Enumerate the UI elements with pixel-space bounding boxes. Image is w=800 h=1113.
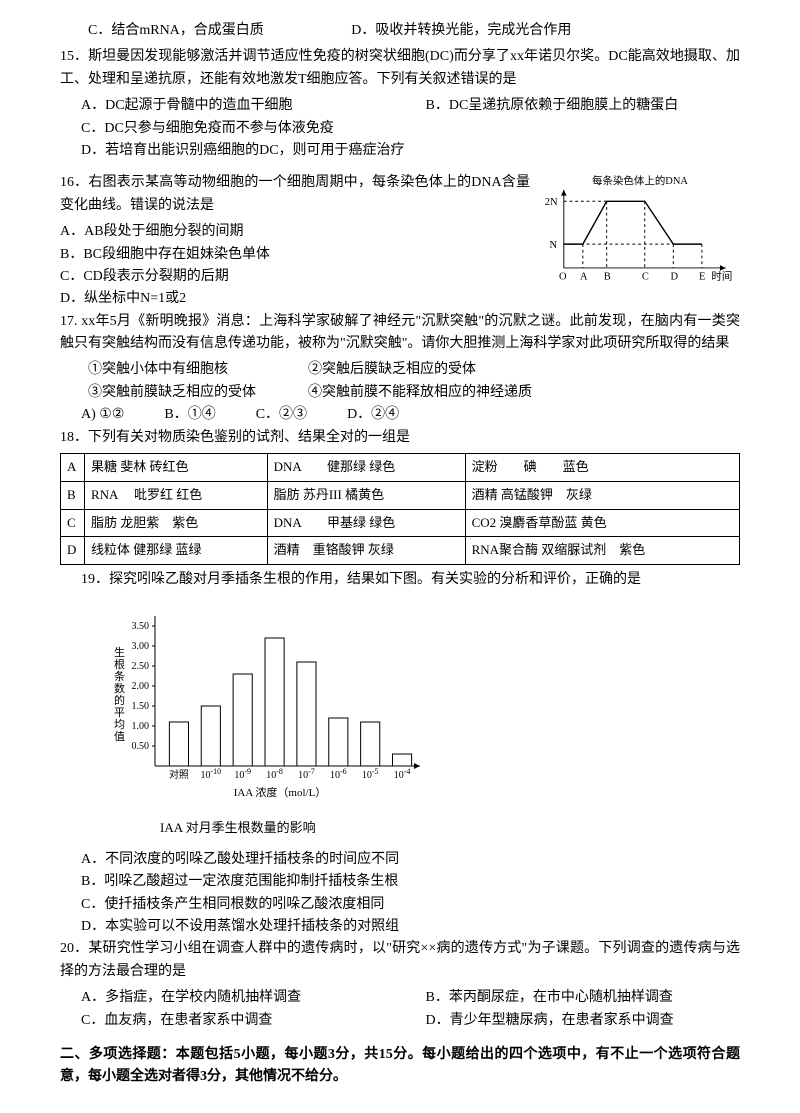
q15-row1: A．DC起源于骨髓中的造血干细胞 B．DC呈递抗原依赖于细胞膜上的糖蛋白 <box>81 95 740 117</box>
q15-a: A．DC起源于骨髓中的造血干细胞 <box>81 95 396 117</box>
svg-text:0.50: 0.50 <box>132 741 150 752</box>
svg-text:时间: 时间 <box>711 270 732 283</box>
svg-text:O: O <box>559 272 567 283</box>
svg-text:E: E <box>699 272 705 283</box>
q20-a: A．多指症，在学校内随机抽样调查 <box>81 987 396 1009</box>
svg-text:对照: 对照 <box>169 768 189 781</box>
q20-stem: 20．某研究性学习小组在调查人群中的遗传病时，以"研究××病的遗传方式"为子课题… <box>60 938 740 983</box>
q15-c: C．DC只参与细胞免疫而不参与体液免疫 <box>81 118 740 140</box>
q16-d: D．纵坐标中N=1或2 <box>60 288 530 310</box>
q20-c: C．血友病，在患者家系中调查 <box>81 1010 396 1032</box>
dna-content-graph: 每条染色体上的DNA 2N N O A B C D E 时间 <box>540 172 740 302</box>
q15-stem: 15．斯坦曼因发现能够激活并调节适应性免疫的树突状细胞(DC)而分享了xx年诺贝… <box>60 46 740 91</box>
q17-b: B．①④ <box>164 404 215 426</box>
q14-options: C．结合mRNA，合成蛋白质 D．吸收并转换光能，完成光合作用 <box>60 20 740 42</box>
svg-text:B: B <box>604 272 611 283</box>
svg-text:2.50: 2.50 <box>132 661 150 672</box>
q16-a: A．AB段处于细胞分裂的间期 <box>60 221 530 243</box>
svg-text:2N: 2N <box>545 197 558 208</box>
svg-text:3.00: 3.00 <box>132 641 150 652</box>
q16-container: 16．右图表示某高等动物细胞的一个细胞周期中，每条染色体上的DNA含量变化曲线。… <box>60 172 740 310</box>
q17-options: A) ①② B．①④ C．②③ D．②④ <box>81 404 740 426</box>
q19-c: C．使扦插枝条产生相同根数的吲哚乙酸浓度相同 <box>81 894 740 916</box>
svg-text:10-9: 10-9 <box>234 767 251 781</box>
svg-text:10-8: 10-8 <box>266 767 283 781</box>
q17-c: C．②③ <box>256 404 307 426</box>
q16-stem: 16．右图表示某高等动物细胞的一个细胞周期中，每条染色体上的DNA含量变化曲线。… <box>60 172 530 217</box>
q15-d: D．若培育出能识别癌细胞的DC，则可用于癌症治疗 <box>81 140 740 162</box>
q14-opt-d: D．吸收并转换光能，完成光合作用 <box>351 23 571 38</box>
q19-b: B．吲哚乙酸超过一定浓度范围能抑制扦插枝条生根 <box>81 871 740 893</box>
reagent-table: A 果糖 斐林 砖红色 DNA 健那绿 绿色 淀粉 碘 蓝色 B RNA 吡罗红… <box>60 453 740 565</box>
svg-text:2.00: 2.00 <box>132 681 150 692</box>
bar-chart-caption: IAA 对月季生根数量的影响 <box>160 818 740 839</box>
q16-c: C．CD段表示分裂期的后期 <box>60 266 530 288</box>
svg-text:1.00: 1.00 <box>132 721 150 732</box>
q20-row1: A．多指症，在学校内随机抽样调查 B．苯丙酮尿症，在市中心随机抽样调查 <box>81 987 740 1009</box>
svg-text:C: C <box>642 272 649 283</box>
svg-text:10-5: 10-5 <box>362 767 379 781</box>
svg-text:10-10: 10-10 <box>200 767 221 781</box>
y-axis-label: 生根条数的平均值 <box>114 645 125 743</box>
q17-d: D．②④ <box>347 404 399 426</box>
svg-text:D: D <box>670 272 678 283</box>
q20-d: D．青少年型糖尿病，在患者家系中调查 <box>426 1010 741 1032</box>
svg-text:10-6: 10-6 <box>330 767 347 781</box>
q19-stem: 19．探究吲哚乙酸对月季插条生根的作用，结果如下图。有关实验的分析和评价，正确的… <box>60 569 740 591</box>
svg-text:3.50: 3.50 <box>132 621 150 632</box>
q19-a: A．不同浓度的吲哚乙酸处理扦插枝条的时间应不同 <box>81 849 740 871</box>
section-2-header: 二、多项选择题：本题包括5小题，每小题3分，共15分。每小题给出的四个选项中，有… <box>60 1044 740 1089</box>
dna-curve <box>564 202 702 245</box>
q20-b: B．苯丙酮尿症，在市中心随机抽样调查 <box>426 987 741 1009</box>
iaa-bar-chart: 生根条数的平均值 0.50 1.00 1.50 2.00 2.50 3.00 3.50 对照… <box>100 606 440 806</box>
svg-text:A: A <box>580 272 588 283</box>
q18-stem: 18．下列有关对物质染色鉴别的试剂、结果全对的一组是 <box>60 427 740 449</box>
table-row: C 脂肪 龙胆紫 紫色 DNA 甲基绿 绿色 CO2 溴麝香草酚蓝 黄色 <box>61 509 740 537</box>
q19-d: D．本实验可以不设用蒸馏水处理扦插枝条的对照组 <box>81 916 740 938</box>
graph-title: 每条染色体上的DNA <box>592 174 688 187</box>
q17-items-row1: ①突触小体中有细胞核 ②突触后膜缺乏相应的受体 <box>88 359 740 381</box>
svg-text:10-7: 10-7 <box>298 767 315 781</box>
svg-text:10-4: 10-4 <box>394 767 411 781</box>
table-row: D 线粒体 健那绿 蓝绿 酒精 重铬酸钾 灰绿 RNA聚合酶 双缩脲试剂 紫色 <box>61 537 740 565</box>
table-row: A 果糖 斐林 砖红色 DNA 健那绿 绿色 淀粉 碘 蓝色 <box>61 454 740 482</box>
q17-a: A) ①② <box>81 404 124 426</box>
q20-row2: C．血友病，在患者家系中调查 D．青少年型糖尿病，在患者家系中调查 <box>81 1010 740 1032</box>
svg-text:N: N <box>550 240 558 251</box>
q14-opt-c: C．结合mRNA，合成蛋白质 <box>88 23 264 38</box>
q15-b: B．DC呈递抗原依赖于细胞膜上的糖蛋白 <box>426 95 741 117</box>
q17-items-row2: ③突触前膜缺乏相应的受体 ④突触前膜不能释放相应的神经递质 <box>88 382 740 404</box>
svg-text:1.50: 1.50 <box>132 701 150 712</box>
svg-text:IAA 浓度（mol/L）: IAA 浓度（mol/L） <box>234 785 327 799</box>
table-row: B RNA 吡罗红 红色 脂肪 苏丹III 橘黄色 酒精 高锰酸钾 灰绿 <box>61 481 740 509</box>
q17-stem: 17. xx年5月《新明晚报》消息：上海科学家破解了神经元"沉默突触"的沉默之谜… <box>60 311 740 356</box>
q16-b: B．BC段细胞中存在姐妹染色单体 <box>60 244 530 266</box>
